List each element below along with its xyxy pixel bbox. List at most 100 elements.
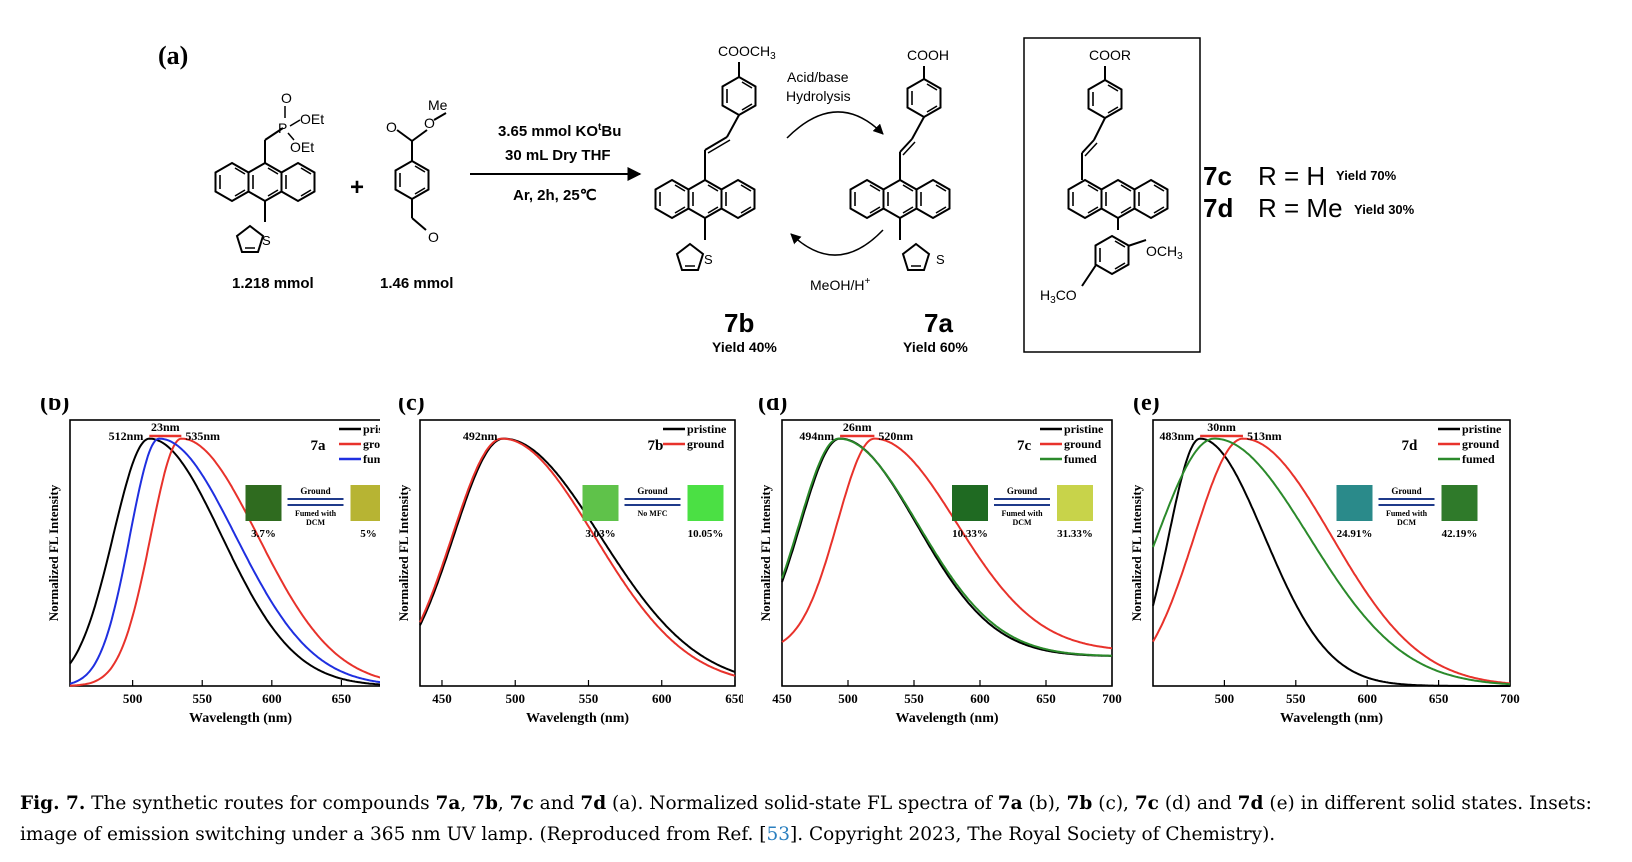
boxed-structure-frame bbox=[1023, 37, 1201, 353]
inset-image-switched bbox=[1441, 485, 1478, 521]
series-line-ground bbox=[69, 437, 380, 687]
y-axis-label: Normalized FL Intensity bbox=[396, 484, 411, 621]
caption-text: (e) in different solid states. Insets: bbox=[1263, 793, 1592, 814]
series-line-ground bbox=[781, 437, 1113, 650]
inset-label-reverse: DCM bbox=[1012, 518, 1032, 527]
plot-frame bbox=[1152, 419, 1511, 687]
peak-label-right: 535nm bbox=[185, 429, 220, 443]
compound-label: 7b bbox=[648, 438, 664, 454]
inset-label-reverse: No MFC bbox=[638, 509, 668, 518]
boxed-ester-group: COOR bbox=[1089, 47, 1131, 63]
series-line-pristine bbox=[1152, 437, 1510, 687]
x-tick-label: 650 bbox=[332, 691, 352, 706]
inset-label-reverse: Fumed with bbox=[1001, 509, 1043, 518]
product-7a-yield: Yield 60% bbox=[903, 339, 968, 355]
legend-label: ground bbox=[363, 437, 380, 451]
panel-label: (e) bbox=[1133, 398, 1160, 416]
compound-7c-label: 7c bbox=[1203, 161, 1232, 191]
forward-arrow bbox=[786, 111, 884, 139]
product-7a-acid-group: COOH bbox=[907, 47, 949, 63]
panel-label: (b) bbox=[40, 398, 69, 416]
series-line-pristine bbox=[69, 437, 380, 686]
caption-text: The synthetic routes for compounds bbox=[85, 793, 436, 814]
x-tick-label: 500 bbox=[505, 691, 525, 706]
shift-label: 30nm bbox=[1207, 420, 1236, 434]
x-tick-label: 700 bbox=[1500, 691, 1520, 706]
x-tick-label: 550 bbox=[904, 691, 924, 706]
x-axis-label: Wavelength (nm) bbox=[895, 711, 998, 726]
product-7b-sulfur: S bbox=[704, 252, 713, 267]
figure-caption: Fig. 7. The synthetic routes for compoun… bbox=[20, 788, 1620, 850]
series-line-ground bbox=[1152, 437, 1511, 685]
reagent-1-oxo: O bbox=[281, 90, 292, 106]
compound-7d-yield: Yield 30% bbox=[1354, 202, 1415, 217]
caption-text: (d) and bbox=[1158, 793, 1238, 814]
peak-label-left: 492nm bbox=[463, 429, 498, 443]
compound-7c-yield: Yield 70% bbox=[1336, 168, 1397, 183]
compound-7c-row: 7c R = H Yield 70% bbox=[1203, 161, 1397, 191]
spectrum-chart-7d: 500 550 600 650 700 Wavelength (nm) Normalized… bbox=[1129, 398, 1520, 726]
x-tick-label: 550 bbox=[192, 691, 212, 706]
inset-image-initial bbox=[952, 485, 988, 521]
x-tick-label: 500 bbox=[123, 691, 143, 706]
caption-compound: 7b bbox=[1066, 793, 1093, 814]
legend-label: fumed bbox=[1462, 452, 1495, 466]
product-7b-structure: COOCH3 S bbox=[656, 43, 776, 271]
panel-label-a: (a) bbox=[158, 41, 188, 70]
product-7b-label: 7b bbox=[724, 308, 754, 338]
caption-text: (c), bbox=[1092, 793, 1135, 814]
synthesis-scheme: (a) O P OEt OEt S 1.218 mmol + O O Me O … bbox=[158, 37, 1415, 355]
x-tick-label: 600 bbox=[262, 691, 282, 706]
inset-quantum-yield-initial: 3.03% bbox=[585, 528, 615, 540]
plot-frame bbox=[69, 419, 380, 687]
plus-sign: + bbox=[350, 174, 364, 201]
inset-image-initial bbox=[245, 485, 282, 521]
reagent-1-sulfur: S bbox=[262, 233, 271, 248]
reagent-2-amount: 1.46 mmol bbox=[380, 275, 453, 292]
legend-label: fumed bbox=[1064, 452, 1097, 466]
series-line-fumed bbox=[1152, 437, 1511, 686]
legend-label: pristine bbox=[687, 422, 727, 436]
peak-label-left: 494nm bbox=[799, 429, 834, 443]
inset-label-reverse: Fumed with bbox=[295, 509, 337, 518]
product-7b-yield: Yield 40% bbox=[712, 339, 777, 355]
reagent-2-structure: O O Me O bbox=[386, 97, 448, 245]
reagent-1-oet-1: OEt bbox=[300, 111, 324, 127]
forward-condition-1: Acid/base bbox=[787, 69, 849, 85]
plot-frame bbox=[419, 419, 736, 687]
caption-compound: 7c bbox=[1134, 793, 1159, 814]
inset-label-ground: Ground bbox=[637, 486, 667, 496]
caption-compound: 7c bbox=[509, 793, 534, 814]
panel-label: (c) bbox=[398, 398, 425, 416]
x-axis-label: Wavelength (nm) bbox=[1280, 711, 1383, 726]
x-tick-label: 650 bbox=[1036, 691, 1056, 706]
condition-atmosphere: Ar, 2h, 25℃ bbox=[513, 187, 597, 204]
caption-compound: 7d bbox=[1237, 793, 1264, 814]
forward-condition-2: Hydrolysis bbox=[786, 88, 851, 104]
inset-quantum-yield-switched: 10.05% bbox=[688, 528, 724, 540]
inset-image-initial bbox=[1336, 485, 1373, 521]
series-line-ground bbox=[419, 437, 736, 677]
y-axis-label: Normalized FL Intensity bbox=[1129, 484, 1144, 621]
reagent-2-carbonyl-o: O bbox=[386, 119, 397, 135]
inset-label-ground: Ground bbox=[1007, 486, 1037, 496]
product-7a-sulfur: S bbox=[936, 252, 945, 267]
caption-text: , bbox=[460, 793, 473, 814]
spectrum-chart-7b: 450 500 550 600 650 Wavelength (nm) Normalized… bbox=[396, 398, 743, 726]
condition-base: 3.65 mmol KOtBu bbox=[498, 122, 621, 140]
boxed-ome-bottom: H3CO bbox=[1040, 287, 1077, 306]
caption-line-1: Fig. 7. The synthetic routes for compoun… bbox=[20, 788, 1620, 819]
peak-label-right: 520nm bbox=[878, 429, 913, 443]
inset-label-reverse: Fumed with bbox=[1386, 509, 1428, 518]
x-tick-label: 500 bbox=[1215, 691, 1235, 706]
legend-label: fumed bbox=[363, 452, 380, 466]
reference-link[interactable]: 53 bbox=[766, 824, 791, 845]
caption-line-2: image of emission switching under a 365 … bbox=[20, 819, 1620, 850]
x-axis-label: Wavelength (nm) bbox=[526, 711, 629, 726]
series-line-fumed bbox=[781, 437, 1112, 657]
product-7b-ester-group: COOCH3 bbox=[718, 43, 776, 62]
reagent-2-methyl: Me bbox=[428, 97, 448, 113]
x-tick-label: 550 bbox=[579, 691, 599, 706]
x-tick-label: 700 bbox=[1102, 691, 1122, 706]
